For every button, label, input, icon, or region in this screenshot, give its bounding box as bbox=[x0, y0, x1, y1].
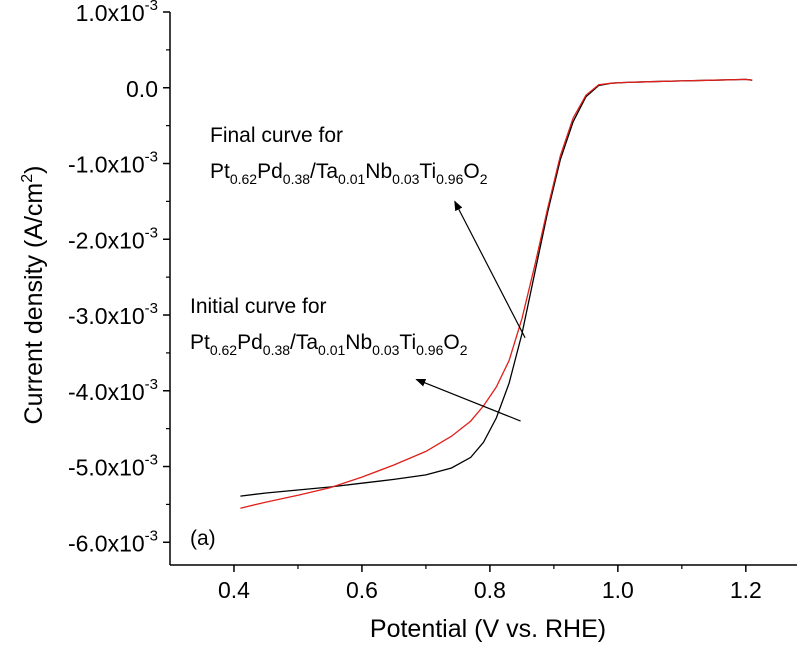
y-tick-label: -5.0x10-3 bbox=[68, 452, 158, 481]
y-tick-label: -1.0x10-3 bbox=[68, 149, 158, 178]
formula-subscript: 0.03 bbox=[372, 342, 399, 358]
formula-subscript: 0.01 bbox=[338, 171, 365, 187]
y-tick-exponent: -3 bbox=[145, 149, 158, 166]
series-line-2 bbox=[240, 78, 753, 509]
y-axis-title-end: ) bbox=[20, 166, 48, 174]
formula-subscript: 0.03 bbox=[392, 171, 419, 187]
y-tick-exponent: -3 bbox=[145, 452, 158, 469]
formula-element: /Ta bbox=[290, 331, 318, 354]
y-tick-label: 0.0 bbox=[126, 76, 158, 102]
annotation-arrow bbox=[454, 200, 526, 339]
y-tick-mantissa: -2.0x10 bbox=[68, 227, 145, 253]
formula-element: Pt bbox=[190, 331, 210, 354]
y-tick-mantissa: -3.0x10 bbox=[68, 303, 145, 329]
formula-element: Nb bbox=[345, 331, 372, 354]
y-tick-exponent: -3 bbox=[145, 0, 158, 14]
y-tick-label: -3.0x10-3 bbox=[68, 300, 158, 329]
formula-subscript: 0.38 bbox=[263, 342, 290, 358]
y-tick-label: 1.0x10-3 bbox=[76, 0, 158, 26]
y-axis-title-sup: 2 bbox=[19, 174, 36, 183]
formula-subscript: 0.96 bbox=[436, 171, 463, 187]
x-tick-label: 1.0 bbox=[602, 577, 634, 603]
annotation-title: Initial curve for bbox=[190, 295, 327, 318]
y-tick-exponent: -3 bbox=[145, 527, 158, 544]
y-tick-mantissa: -5.0x10 bbox=[68, 455, 145, 481]
formula-element: O bbox=[463, 160, 479, 183]
formula-subscript: 2 bbox=[460, 342, 468, 358]
formula-element: O bbox=[443, 331, 459, 354]
y-tick-mantissa: -6.0x10 bbox=[68, 530, 145, 556]
annotation-arrow bbox=[415, 378, 521, 422]
x-tick-label: 1.2 bbox=[730, 577, 762, 603]
panel-label: (a) bbox=[190, 527, 216, 550]
y-tick-exponent: -3 bbox=[145, 300, 158, 317]
y-tick-exponent: -3 bbox=[145, 376, 158, 393]
annotation-title: Final curve for bbox=[210, 124, 343, 147]
y-axis-title: Current density (A/cm2) bbox=[19, 166, 48, 425]
annotation-formula: Pt0.62Pd0.38/Ta0.01Nb0.03Ti0.96O2 bbox=[190, 331, 468, 358]
y-tick-label: -6.0x10-3 bbox=[68, 527, 158, 556]
x-tick-label: 0.8 bbox=[474, 577, 506, 603]
formula-subscript: 0.38 bbox=[283, 171, 310, 187]
formula-subscript: 0.62 bbox=[210, 342, 237, 358]
annotation-formula: Pt0.62Pd0.38/Ta0.01Nb0.03Ti0.96O2 bbox=[210, 160, 488, 187]
formula-subscript: 0.96 bbox=[416, 342, 443, 358]
formula-element: Nb bbox=[365, 160, 392, 183]
formula-subscript: 2 bbox=[480, 171, 488, 187]
y-tick-mantissa: 1.0x10 bbox=[76, 0, 145, 26]
ticks: 0.4 0.6 0.8 1.0 1.21.0x10-30.0-1.0x10-3-2.0x… bbox=[68, 0, 762, 603]
formula-element: Ti bbox=[399, 331, 416, 354]
x-axis-title: Potential (V vs. RHE) bbox=[370, 615, 606, 643]
axes bbox=[169, 12, 797, 566]
y-tick-mantissa: 0.0 bbox=[126, 76, 158, 102]
annotations: Final curve forPt0.62Pd0.38/Ta0.01Nb0.03… bbox=[190, 124, 526, 422]
x-tick-label: 0.6 bbox=[346, 577, 378, 603]
y-tick-mantissa: -4.0x10 bbox=[68, 379, 145, 405]
y-tick-exponent: -3 bbox=[145, 224, 158, 241]
formula-element: /Ta bbox=[310, 160, 338, 183]
series bbox=[240, 78, 753, 509]
formula-element: Pd bbox=[257, 160, 283, 183]
formula-element: Pd bbox=[237, 331, 263, 354]
formula-element: Pt bbox=[210, 160, 230, 183]
y-tick-mantissa: -1.0x10 bbox=[68, 152, 145, 178]
formula-subscript: 0.01 bbox=[318, 342, 345, 358]
y-axis-title-main: Current density (A/cm bbox=[20, 183, 48, 425]
y-tick-label: -4.0x10-3 bbox=[68, 376, 158, 405]
formula-subscript: 0.62 bbox=[230, 171, 257, 187]
y-tick-label: -2.0x10-3 bbox=[68, 224, 158, 253]
x-tick-label: 0.4 bbox=[218, 577, 250, 603]
formula-element: Ti bbox=[419, 160, 436, 183]
